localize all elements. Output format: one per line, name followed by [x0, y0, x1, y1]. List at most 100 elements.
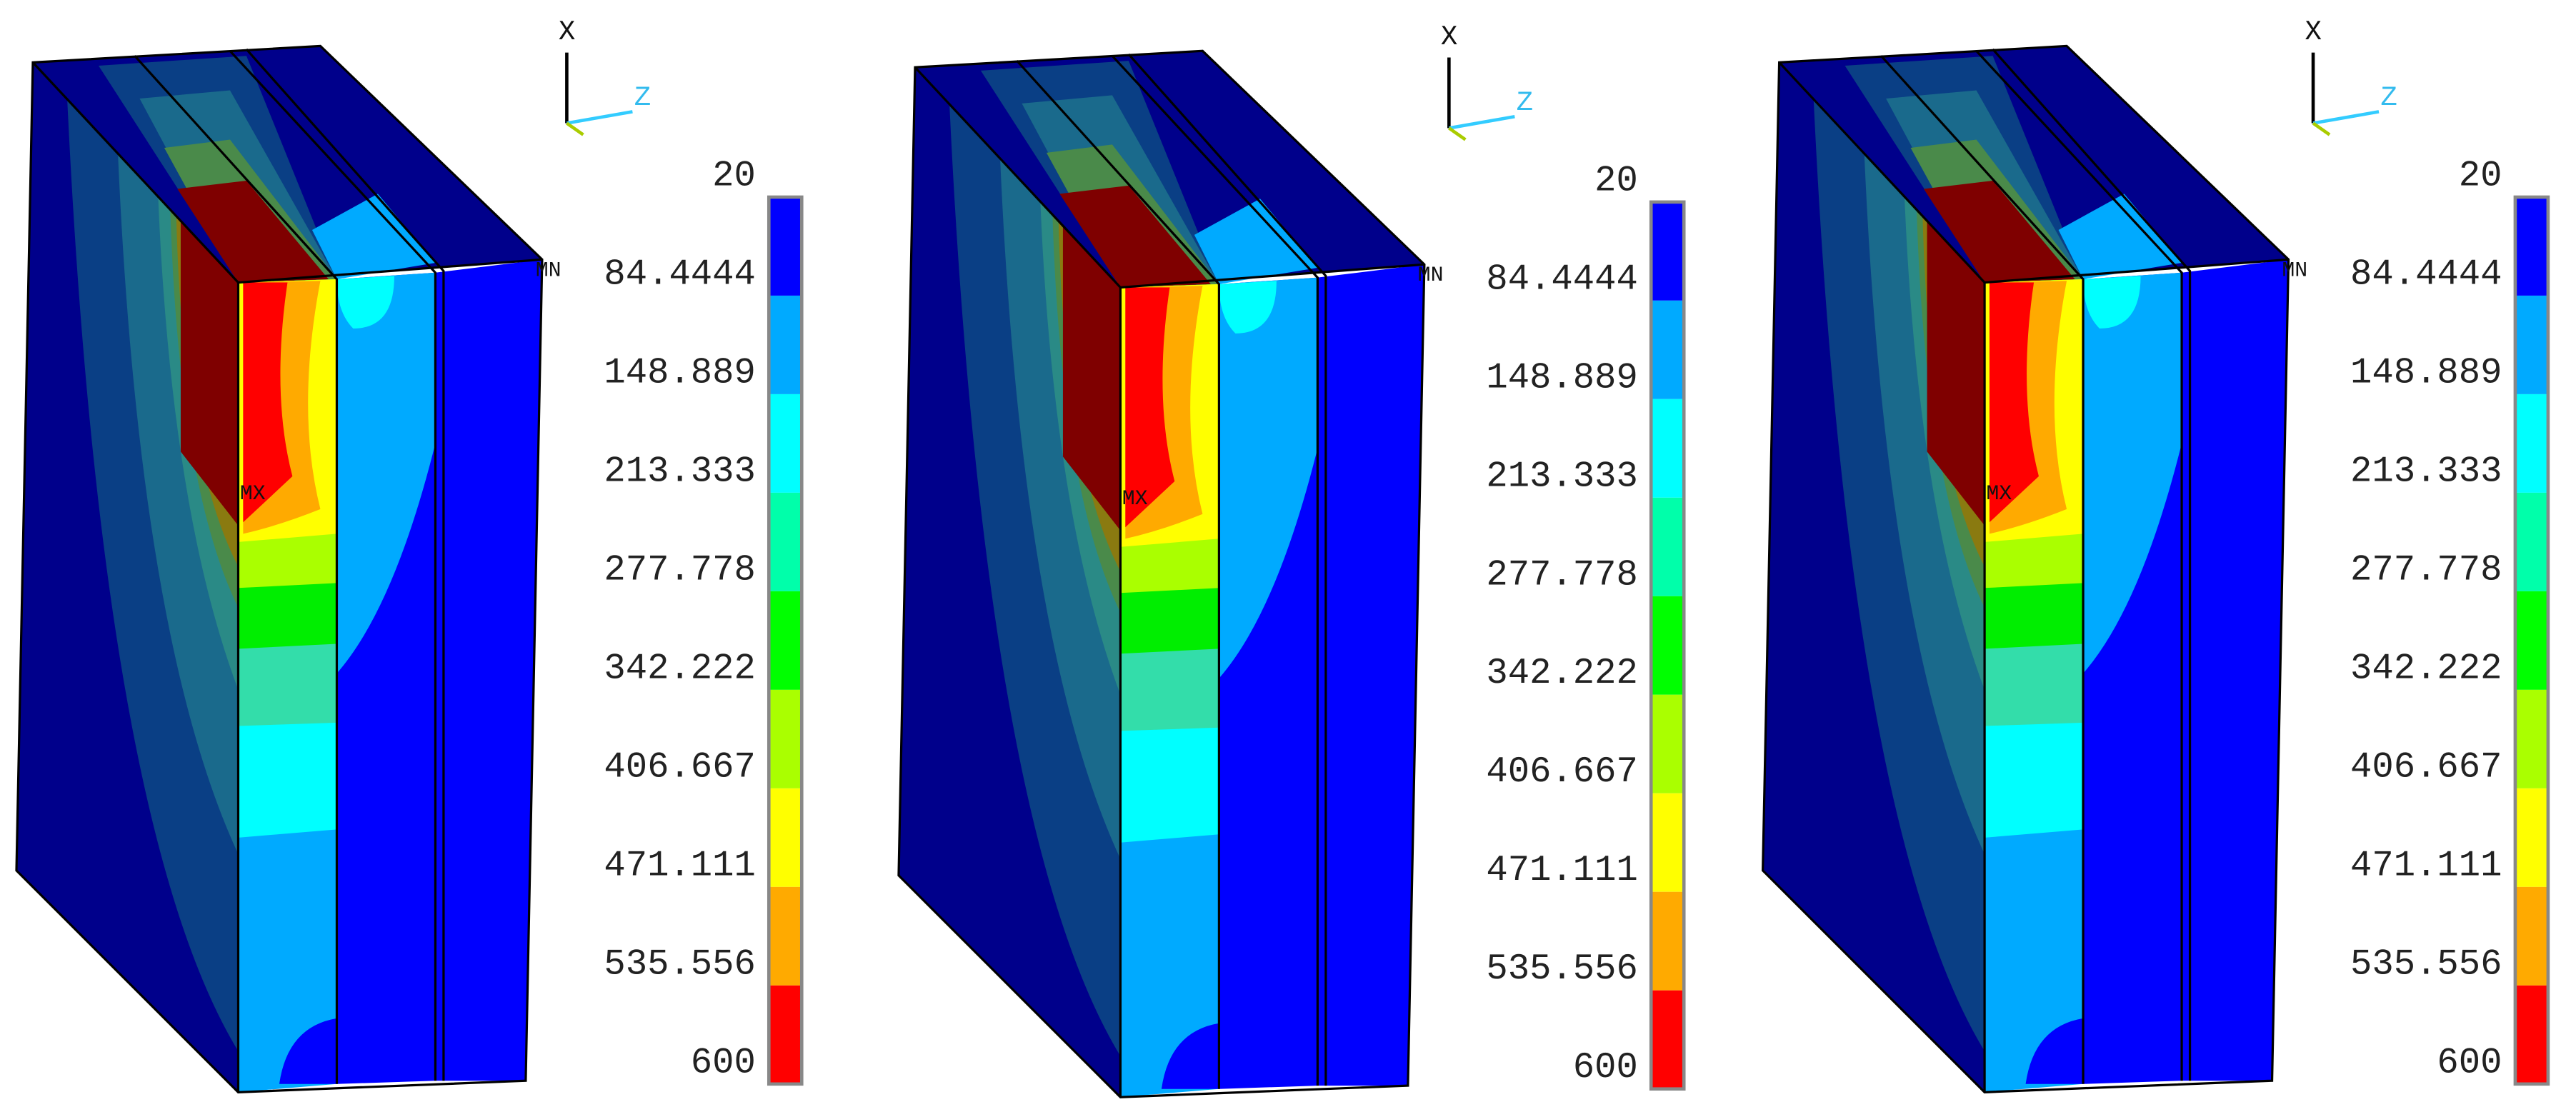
legend-label: 20 — [1594, 161, 1638, 201]
front-column — [435, 259, 542, 1081]
triad-axis — [566, 110, 633, 125]
max-label: MX — [1122, 486, 1148, 511]
edge — [897, 49, 1426, 1098]
legend-swatch — [1651, 399, 1684, 498]
edge — [15, 44, 544, 1093]
legend-label: 277.778 — [604, 550, 755, 591]
legend-label: 342.222 — [2350, 648, 2502, 689]
legend-label: 20 — [2459, 156, 2502, 196]
legend-swatch — [1651, 201, 1684, 301]
legend-label: 84.4444 — [604, 254, 755, 295]
model — [1762, 44, 2290, 1093]
contour-band — [1989, 282, 2039, 523]
legend-label: 471.111 — [1486, 851, 1637, 891]
legend-swatch — [2515, 985, 2548, 1084]
legend-label: 535.556 — [604, 944, 755, 985]
legend-label: 535.556 — [2350, 944, 2502, 985]
contour-band — [1059, 185, 1211, 288]
triad-axis — [1448, 126, 1467, 141]
legend-label: 213.333 — [2350, 451, 2502, 492]
contour-band — [1194, 199, 1318, 284]
legend-label: 20 — [712, 156, 756, 196]
legend-label: 148.889 — [604, 353, 755, 394]
legend-label: 471.111 — [604, 846, 755, 886]
triad-axis — [2312, 121, 2331, 136]
legend-swatch — [1651, 891, 1684, 991]
legend-swatch — [769, 788, 802, 887]
legend-swatch — [2515, 394, 2548, 493]
front-column — [1317, 264, 1424, 1086]
legend-swatch — [769, 886, 802, 986]
legend-label: 277.778 — [1486, 555, 1637, 596]
edge — [1127, 53, 1327, 1086]
legend-swatch — [2515, 689, 2548, 788]
edge — [229, 50, 437, 1081]
panel: X Z MN MX 20 84.4444 148.889 213.333 277.778 342.… — [1762, 16, 2550, 1093]
legend-swatch — [769, 196, 802, 296]
contour-band — [2083, 276, 2141, 329]
legend-swatch — [1651, 990, 1684, 1089]
legend-swatch — [769, 689, 802, 788]
min-label: MN — [2282, 258, 2307, 282]
contour-band — [2083, 272, 2182, 673]
legend-label: 213.333 — [1486, 456, 1637, 497]
edge — [245, 48, 445, 1081]
legend-label: 535.556 — [1486, 949, 1637, 990]
contour-band — [180, 213, 239, 526]
legend-swatch — [1651, 300, 1684, 399]
model — [897, 49, 1426, 1098]
legend-swatch — [2515, 196, 2548, 296]
contour-band — [1062, 218, 1121, 531]
legend-swatch — [1651, 694, 1684, 793]
max-label: MX — [240, 481, 266, 506]
legend-label: 471.111 — [2350, 846, 2502, 886]
min-label: MN — [536, 258, 561, 282]
front-column — [2182, 259, 2289, 1081]
contour-band — [1219, 277, 1318, 678]
contour-band — [1161, 1023, 1219, 1089]
triad-label: Z — [1517, 86, 1533, 119]
panel: X Z MN MX 20 84.4444 148.889 213.333 277.778 342.… — [897, 21, 1686, 1098]
legend-label: 600 — [1573, 1048, 1638, 1088]
contour-band — [311, 194, 436, 279]
contour-band — [279, 1018, 337, 1084]
model — [15, 44, 544, 1093]
triad-label: X — [1441, 21, 1457, 53]
edge — [1880, 55, 2085, 1084]
legend-label: 148.889 — [1486, 358, 1637, 399]
legend-label: 342.222 — [1486, 653, 1637, 694]
legend-swatch — [1651, 793, 1684, 892]
legend-label: 84.4444 — [2350, 254, 2502, 295]
legend-label: 277.778 — [2350, 550, 2502, 591]
triad-label: Z — [634, 81, 651, 114]
legend-swatch — [769, 492, 802, 591]
legend-swatch — [2515, 886, 2548, 986]
legend-label: 84.4444 — [1486, 259, 1637, 300]
legend-swatch — [1651, 596, 1684, 695]
legend-swatch — [2515, 591, 2548, 690]
min-label: MN — [1418, 263, 1444, 287]
contour-band — [1125, 287, 1175, 528]
legend-swatch — [1651, 497, 1684, 596]
legend-swatch — [2515, 295, 2548, 394]
legend-label: 600 — [691, 1043, 756, 1083]
edge — [1992, 48, 2192, 1081]
edge — [1975, 50, 2183, 1081]
legend-label: 406.667 — [2350, 747, 2502, 788]
edge — [134, 55, 339, 1084]
triad-label: X — [2305, 16, 2322, 48]
triad-axis — [1448, 115, 1515, 130]
contour-band — [336, 276, 394, 329]
edge — [1762, 44, 2290, 1093]
legend-frame — [2513, 195, 2550, 1086]
contour-band — [2058, 194, 2182, 279]
contour-band — [1219, 281, 1277, 334]
legend-swatch — [2515, 492, 2548, 591]
triad-label: X — [559, 16, 575, 48]
legend-label: 213.333 — [604, 451, 755, 492]
legend-label: 406.667 — [604, 747, 755, 788]
legend-frame — [1649, 200, 1686, 1091]
legend-swatch — [769, 394, 802, 493]
triad-axis — [2312, 110, 2380, 125]
